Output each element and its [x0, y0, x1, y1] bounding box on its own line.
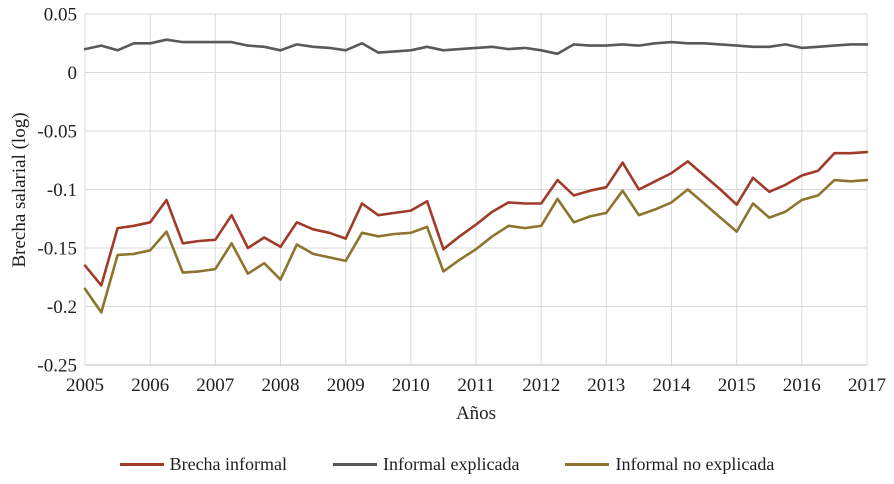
x-tick-label: 2005: [66, 375, 104, 396]
legend-label: Brecha informal: [169, 453, 288, 474]
x-tick-label: 2015: [718, 375, 756, 396]
series-line: [83, 38, 869, 56]
x-tick-label: 2011: [457, 375, 494, 396]
legend-line-swatch-gray: [333, 462, 378, 466]
x-tick-label: 2013: [587, 375, 625, 396]
gridlines: [84, 13, 868, 366]
y-tick-label: -0.2: [47, 297, 77, 318]
legend-item-informal-no-explicada: Informal no explicada: [565, 454, 774, 475]
legend-line-swatch-red: [119, 462, 164, 466]
y-tick-label: -0.25: [37, 356, 77, 377]
series-line: [83, 178, 869, 314]
y-tick-label: -0.05: [37, 122, 77, 143]
x-tick-label: 2014: [653, 375, 692, 396]
legend-label: Informal no explicada: [615, 453, 775, 474]
x-tick-label: 2007: [196, 375, 234, 396]
series-line: [83, 150, 869, 287]
x-tick-label: 2012: [522, 375, 560, 396]
y-tick-label: -0.15: [37, 239, 77, 260]
x-tick-label: 2009: [327, 375, 365, 396]
legend-line-swatch-olive: [565, 462, 610, 466]
x-tick-label: 2008: [262, 375, 300, 396]
x-tick-label: 2006: [131, 375, 169, 396]
x-axis-title: Años: [455, 403, 497, 424]
legend-item-brecha-informal: Brecha informal: [119, 453, 288, 475]
legend: Brecha informal Informal explicada Infor…: [0, 450, 894, 478]
y-tick-label: 0: [68, 63, 78, 84]
x-tick-label: 2016: [783, 375, 821, 396]
legend-label: Informal explicada: [383, 453, 520, 474]
y-tick-label: -0.1: [47, 180, 77, 201]
y-axis-title: Brecha salarial (log): [9, 112, 30, 268]
y-tick-label: 0.05: [44, 5, 77, 26]
series-lines: [83, 38, 869, 314]
x-tick-label: 2017: [848, 375, 886, 396]
x-tick-label: 2010: [392, 375, 430, 396]
legend-item-informal-explicada: Informal explicada: [333, 454, 519, 475]
